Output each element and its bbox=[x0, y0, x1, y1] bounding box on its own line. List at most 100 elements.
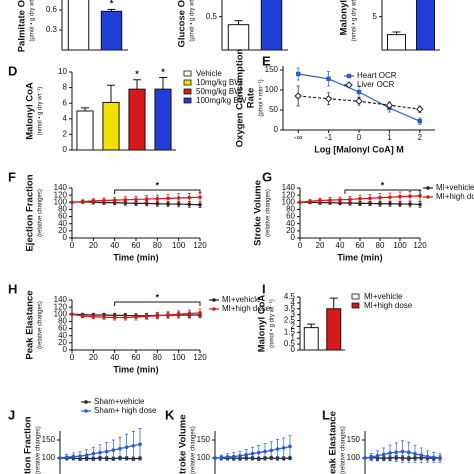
point bbox=[118, 446, 122, 451]
point bbox=[418, 202, 422, 207]
point bbox=[70, 200, 74, 205]
point bbox=[134, 197, 138, 202]
point bbox=[187, 195, 192, 200]
point bbox=[176, 202, 181, 206]
point bbox=[123, 197, 128, 202]
significance-bracket bbox=[114, 301, 201, 306]
point bbox=[418, 194, 422, 198]
y-tick-label: 8 bbox=[63, 83, 68, 92]
error-bar bbox=[107, 84, 115, 103]
point bbox=[417, 119, 422, 124]
point bbox=[124, 445, 129, 450]
panel-label: H bbox=[8, 281, 17, 296]
point bbox=[187, 311, 192, 316]
point bbox=[348, 201, 352, 205]
y-tick-label: 100 bbox=[347, 453, 361, 462]
x-tick-label: 120 bbox=[413, 241, 427, 250]
x-axis-label: Time (min) bbox=[113, 252, 158, 262]
point bbox=[198, 195, 202, 200]
y-tick-label: 0 bbox=[291, 345, 296, 354]
error-bar bbox=[159, 76, 167, 90]
legend-label: MI+high dose bbox=[222, 304, 271, 313]
legend-label: MI+high dose bbox=[436, 192, 474, 201]
legend-label: MI+high dose bbox=[364, 301, 413, 310]
point bbox=[102, 315, 106, 319]
bar bbox=[387, 34, 406, 51]
y-tick-label: 0 bbox=[63, 345, 68, 354]
bar bbox=[227, 24, 250, 51]
y-tick-label: 100 bbox=[265, 85, 279, 94]
point bbox=[256, 450, 261, 455]
point bbox=[326, 76, 331, 81]
y-axis-units: (µmol • g dry wt bbox=[30, 0, 36, 42]
y-tick-label: 4.5 bbox=[284, 292, 296, 301]
y-tick-label: 50 bbox=[269, 105, 278, 114]
point bbox=[296, 71, 301, 77]
error-bar bbox=[392, 31, 401, 35]
point bbox=[131, 443, 136, 448]
point bbox=[155, 201, 160, 206]
y-tick-label: 100 bbox=[197, 453, 211, 462]
y-axis-label: Peak Elastance bbox=[25, 290, 36, 359]
point bbox=[225, 455, 230, 459]
point bbox=[288, 444, 292, 449]
x-tick-label: 60 bbox=[132, 241, 141, 250]
legend-swatch bbox=[183, 70, 192, 77]
legend-swatch bbox=[183, 88, 192, 95]
point bbox=[338, 197, 342, 202]
point bbox=[388, 451, 392, 455]
legend-marker bbox=[346, 73, 352, 79]
point bbox=[64, 455, 69, 460]
significance-bracket bbox=[344, 189, 421, 194]
y-tick-label: 6 bbox=[63, 98, 68, 107]
error-bar bbox=[329, 297, 338, 309]
x-tick-label: -∞ bbox=[294, 133, 303, 142]
y-axis-units: (nmol • g dry wt⁻¹) bbox=[38, 87, 44, 136]
panel-label: J bbox=[8, 407, 15, 422]
bar bbox=[260, 0, 283, 51]
y-tick-label: 0.3 bbox=[46, 25, 58, 34]
y-tick-label: 4 bbox=[63, 114, 68, 123]
y-axis-label: Palmitate O bbox=[17, 0, 28, 52]
point bbox=[244, 452, 249, 457]
y-tick-label: 1 bbox=[291, 333, 296, 342]
y-tick-label: 4 bbox=[291, 298, 296, 307]
x-tick-label: 80 bbox=[153, 241, 162, 250]
point bbox=[388, 195, 392, 200]
y-tick-label: 80 bbox=[58, 205, 67, 214]
y-axis-label: Rate bbox=[246, 88, 257, 109]
y-tick-label: 150 bbox=[265, 65, 279, 74]
x-axis-label: Log [Malonyl CoA] M bbox=[314, 144, 404, 154]
y-tick-label: 10 bbox=[58, 67, 67, 76]
x-axis-label: Time (min) bbox=[337, 252, 382, 262]
point bbox=[198, 311, 202, 315]
x-tick-label: 80 bbox=[153, 353, 162, 362]
y-tick-label: 2 bbox=[291, 322, 296, 331]
legend-marker bbox=[426, 186, 430, 190]
point bbox=[238, 454, 242, 458]
legend-swatch bbox=[183, 97, 192, 104]
point bbox=[356, 89, 362, 95]
point bbox=[381, 452, 386, 457]
error-bar bbox=[107, 8, 116, 12]
y-tick-label: 100 bbox=[282, 197, 296, 206]
y-tick-label: 100 bbox=[54, 309, 68, 318]
panel-label: E bbox=[262, 53, 271, 68]
significance: * bbox=[135, 69, 139, 79]
x-tick-label: 20 bbox=[89, 241, 98, 250]
x-tick-label: 100 bbox=[393, 241, 407, 250]
y-tick-label: 150 bbox=[42, 435, 56, 444]
y-tick-label: 100 bbox=[42, 453, 56, 462]
y-tick-label: 80 bbox=[286, 205, 295, 214]
legend-marker bbox=[212, 298, 216, 302]
x-tick-label: -1 bbox=[325, 133, 333, 142]
point bbox=[406, 450, 411, 455]
y-axis-label: Malonyl CoA bbox=[25, 82, 36, 140]
x-tick-label: 20 bbox=[89, 353, 98, 362]
y-tick-label: 120 bbox=[54, 302, 68, 311]
y-axis-label: eak Elastance bbox=[328, 411, 339, 474]
legend-marker bbox=[426, 195, 430, 199]
x-tick-label: 40 bbox=[110, 241, 119, 250]
x-tick-label: 120 bbox=[193, 353, 207, 362]
